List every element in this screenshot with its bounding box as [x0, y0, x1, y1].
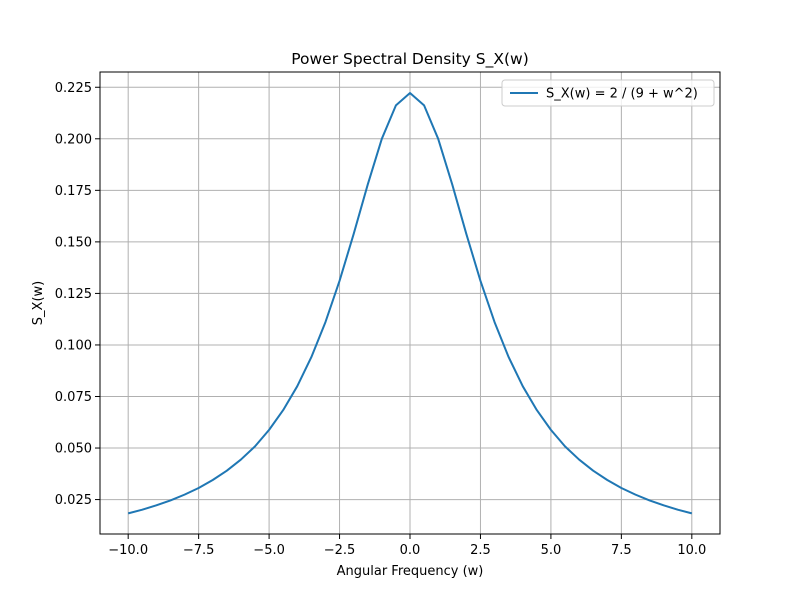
y-axis-ticks: 0.025 0.050 0.075 0.100 0.125 0.150 0.175 0.200…: [55, 81, 100, 508]
y-tick-label: 0.075: [55, 390, 92, 405]
x-gridlines: [127, 72, 693, 534]
y-tick-label: 0.025: [55, 493, 92, 508]
y-tick-label: 0.175: [55, 184, 92, 199]
x-axis-ticks: −10.0 −7.5 −5.0 −2.5 0.0 2.5 5.0 7.5 10.0: [108, 534, 706, 558]
x-tick-label: 2.5: [470, 543, 491, 558]
x-axis-title: Angular Frequency (w): [337, 564, 484, 579]
x-tick-label: −2.5: [324, 543, 356, 558]
chart-title: Power Spectral Density S_X(w): [291, 50, 529, 69]
y-tick-label: 0.225: [55, 81, 92, 96]
x-tick-label: −7.5: [183, 543, 215, 558]
series-layer: [127, 92, 693, 515]
legend: S_X(w) = 2 / (9 + w^2): [501, 79, 715, 107]
y-tick-label: 0.150: [55, 235, 92, 250]
x-tick-label: −5.0: [253, 543, 285, 558]
y-tick-label: 0.050: [55, 442, 92, 457]
legend-box: [501, 79, 715, 107]
y-tick-label: 0.100: [55, 338, 92, 353]
x-tick-label: 10.0: [677, 543, 706, 558]
x-tick-label: 0.0: [400, 543, 421, 558]
series-line: [127, 92, 693, 515]
legend-label: S_X(w) = 2 / (9 + w^2): [546, 87, 698, 102]
y-gridlines: [100, 86, 720, 501]
y-tick-label: 0.125: [55, 287, 92, 302]
x-tick-label: 7.5: [611, 543, 632, 558]
x-tick-label: 5.0: [541, 543, 562, 558]
x-tick-label: −10.0: [108, 543, 148, 558]
y-axis-title: S_X(w): [31, 281, 46, 325]
y-tick-label: 0.200: [55, 132, 92, 147]
